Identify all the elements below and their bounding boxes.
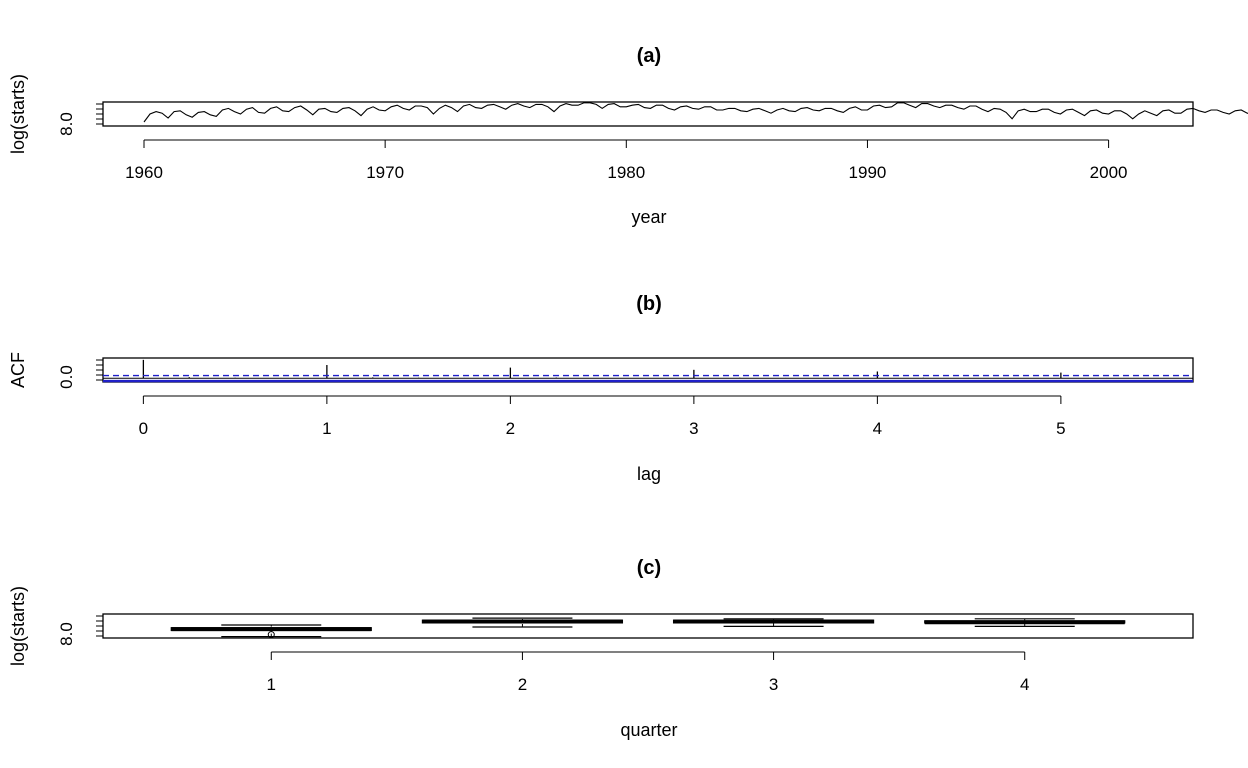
panel-a-xtick-label: 1960 bbox=[125, 163, 163, 182]
panel-b-y-axis bbox=[96, 359, 104, 381]
panel-c-xtick-label: 1 bbox=[267, 675, 276, 694]
panel-a-title: (a) bbox=[637, 45, 661, 67]
panel-c-xlabel: quarter bbox=[620, 720, 677, 740]
panel-a-plot-frame bbox=[102, 101, 1194, 127]
panel-c-boxes bbox=[170, 617, 1126, 639]
panel-c-x-axis: 1 2 3 4 bbox=[267, 651, 1029, 694]
panel-b-ylabel: ACF bbox=[8, 352, 28, 388]
panel-a-ytick-label: 8.0 bbox=[57, 112, 76, 136]
panel-a-xtick-label: 1980 bbox=[607, 163, 645, 182]
panel-b-xlabel: lag bbox=[637, 464, 661, 484]
panel-b-xtick-label: 0 bbox=[139, 419, 148, 438]
panel-a-ylabel: log(starts) bbox=[8, 74, 28, 154]
panel-a-series-line bbox=[143, 102, 1248, 123]
panel-b-title: (b) bbox=[636, 293, 662, 315]
panel-c-title: (c) bbox=[637, 557, 661, 579]
panel-b-x-axis: 0 1 2 3 4 5 bbox=[139, 395, 1066, 438]
panel-a-series bbox=[143, 102, 1248, 123]
panel-a-y-axis bbox=[96, 103, 104, 125]
panel-c-ylabel: log(starts) bbox=[8, 586, 28, 666]
panel-b-bars bbox=[103, 359, 1193, 383]
panel-c-boxplot: (c) log(starts) 8.0 1 2 3 4 quarter bbox=[8, 557, 1194, 740]
panel-b-xtick-label: 2 bbox=[506, 419, 515, 438]
panel-c-ytick-label: 8.0 bbox=[57, 622, 76, 646]
panel-a-xtick-label: 1970 bbox=[366, 163, 404, 182]
panel-a-x-axis: 1960 1970 1980 1990 2000 bbox=[125, 139, 1128, 182]
panel-b-xtick-label: 3 bbox=[689, 419, 698, 438]
panel-b-xtick-label: 4 bbox=[873, 419, 882, 438]
panel-a-xtick-label: 1990 bbox=[849, 163, 887, 182]
panel-c-xtick-label: 2 bbox=[518, 675, 527, 694]
panel-c-xtick-label: 3 bbox=[769, 675, 778, 694]
panel-b-ytick-label: 0.0 bbox=[57, 365, 76, 389]
panel-a-xlabel: year bbox=[631, 207, 666, 227]
panel-c-y-axis bbox=[96, 615, 104, 637]
panel-b-xtick-label: 1 bbox=[322, 419, 331, 438]
panel-b-acf: (b) ACF 0.0 0 1 2 3 4 5 lag bbox=[8, 293, 1194, 484]
panel-b-xtick-label: 5 bbox=[1056, 419, 1065, 438]
panel-a-xtick-label: 2000 bbox=[1090, 163, 1128, 182]
panel-a-time-series: (a) log(starts) 8.0 1960 1970 1980 1990 2000… bbox=[8, 45, 1248, 227]
panel-c-xtick-label: 4 bbox=[1020, 675, 1029, 694]
panel-c-outlier bbox=[267, 631, 275, 639]
